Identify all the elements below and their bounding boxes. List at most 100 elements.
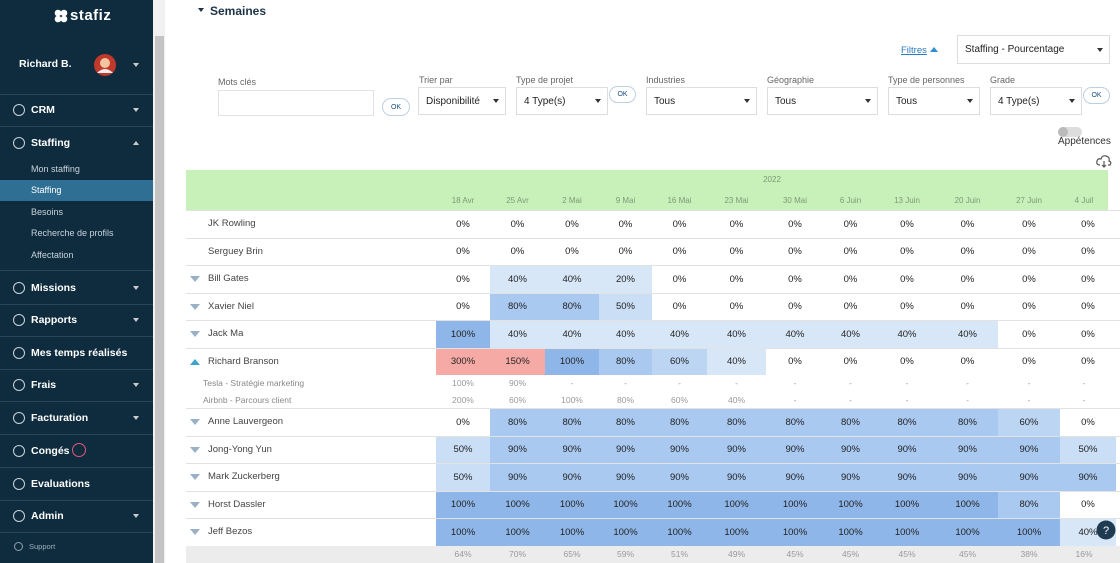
filter-select[interactable]: 4 Type(s) <box>990 87 1082 115</box>
row-toggle[interactable] <box>190 331 200 337</box>
row-toggle[interactable] <box>190 529 200 535</box>
row-toggle[interactable] <box>190 501 200 508</box>
support-link[interactable]: Support <box>29 542 56 551</box>
row-toggle[interactable] <box>190 358 200 365</box>
menu-item[interactable]: Rapports <box>0 304 153 336</box>
menu-caret[interactable] <box>133 108 139 112</box>
row-toggle[interactable] <box>190 446 200 453</box>
menu-item[interactable]: Staffing <box>0 127 153 159</box>
staffing-cell: 20% <box>599 266 652 293</box>
submenu-item[interactable]: Recherche de profils <box>31 228 114 238</box>
menu-item[interactable]: Evaluations <box>0 468 153 500</box>
person-name[interactable]: Anne Lauvergeon <box>208 416 284 428</box>
user-name[interactable]: Richard B. <box>19 58 72 70</box>
menu-caret[interactable] <box>133 416 139 420</box>
staffing-cell: 0% <box>937 266 998 293</box>
staffing-cell: 90% <box>766 464 824 491</box>
menu-item[interactable]: CRM <box>0 94 153 126</box>
filter-label: Trier par <box>419 75 453 85</box>
menu-label[interactable]: Rapports <box>31 314 78 326</box>
submenu-item[interactable]: Mon staffing <box>31 164 80 174</box>
filter-select[interactable]: Tous <box>888 87 980 115</box>
staffing-cell: 80% <box>824 409 877 436</box>
filter-input[interactable] <box>218 90 374 116</box>
staffing-cell: 0% <box>937 211 998 238</box>
person-name[interactable]: Jong-Yong Yun <box>208 443 272 455</box>
filter-select[interactable]: 4 Type(s) <box>516 87 608 115</box>
filters-link[interactable]: Filtres <box>901 45 927 56</box>
filter-select[interactable]: Tous <box>646 87 757 115</box>
menu-label[interactable]: Congés <box>31 445 70 457</box>
menu-label[interactable]: Evaluations <box>31 478 90 490</box>
menu-label[interactable]: Admin <box>31 510 64 522</box>
divider <box>0 532 153 533</box>
staffing-cell: 100% <box>652 519 707 546</box>
ok-button[interactable]: OK <box>1083 87 1110 104</box>
divider <box>0 434 153 435</box>
submenu-item[interactable]: Besoins <box>31 207 64 217</box>
scrollbar-thumb[interactable] <box>155 36 164 563</box>
user-caret[interactable] <box>133 63 139 67</box>
staffing-cell: 80% <box>766 409 824 436</box>
staffing-cell: 90% <box>937 436 998 463</box>
menu-label[interactable]: Missions <box>31 282 76 294</box>
toggle[interactable] <box>1058 127 1082 137</box>
filter-label: Grade <box>990 75 1016 85</box>
row-toggle[interactable] <box>190 303 200 310</box>
menu-caret[interactable] <box>133 514 139 518</box>
help-button[interactable]: ? <box>1096 520 1116 540</box>
person-name[interactable]: Jack Ma <box>208 328 244 340</box>
menu-item[interactable]: Frais <box>0 369 153 401</box>
total-cell: 45% <box>841 549 859 560</box>
divider <box>0 467 153 468</box>
filters-caret[interactable] <box>930 47 938 52</box>
menu-caret[interactable] <box>133 286 139 290</box>
menu-caret[interactable] <box>133 383 139 387</box>
menu-label[interactable]: CRM <box>31 104 55 116</box>
row-toggle[interactable] <box>190 419 200 425</box>
person-name[interactable]: Xavier Niel <box>208 300 254 312</box>
submenu-item[interactable]: Staffing <box>0 179 153 201</box>
menu-item[interactable]: Congés <box>0 435 153 467</box>
staffing-cell: 60% <box>998 409 1060 436</box>
menu-caret[interactable] <box>133 318 139 322</box>
avatar[interactable] <box>93 53 117 77</box>
ok-button[interactable]: OK <box>609 86 636 103</box>
filter-label: Industries <box>646 75 686 85</box>
person-name[interactable]: Horst Dassler <box>208 498 266 510</box>
menu-label[interactable]: Staffing <box>31 137 71 149</box>
menu-label[interactable]: Frais <box>31 379 57 391</box>
menu-item[interactable]: Missions <box>0 272 153 304</box>
staffing-cell: 90% <box>766 436 824 463</box>
submenu-item[interactable]: Affectation <box>31 250 74 260</box>
ok-button[interactable]: OK <box>382 98 410 116</box>
staffing-cell: 100% <box>545 491 599 518</box>
menu-item[interactable]: Admin <box>0 500 153 532</box>
filter-select[interactable]: Disponibilité <box>418 87 506 115</box>
menu-item[interactable]: Facturation <box>0 402 153 434</box>
staffing-cell: 90% <box>490 436 545 463</box>
person-name[interactable]: Jeff Bezos <box>208 526 253 538</box>
person-name[interactable]: Bill Gates <box>208 273 249 285</box>
menu-label[interactable]: Facturation <box>31 412 89 424</box>
menu-caret[interactable] <box>133 141 139 145</box>
section-title[interactable]: Semaines <box>210 4 267 18</box>
toggle-label[interactable]: Appétences <box>1058 136 1111 147</box>
view-select[interactable]: Staffing - Pourcentage <box>957 35 1110 64</box>
info-icon <box>72 443 86 457</box>
total-cell: 38% <box>1020 549 1038 560</box>
filter-select[interactable]: Tous <box>767 87 878 115</box>
staffing-cell: 0% <box>998 266 1060 293</box>
section-caret[interactable] <box>198 8 204 15</box>
person-name[interactable]: Mark Zuckerberg <box>208 471 280 483</box>
week-label: 23 Mai <box>724 195 749 205</box>
menu-item[interactable]: Mes temps réalisés <box>0 337 153 369</box>
download-icon[interactable] <box>1096 155 1112 168</box>
person-name[interactable]: JK Rowling <box>208 218 256 230</box>
divider <box>0 336 153 337</box>
person-name[interactable]: Serguey Brin <box>208 245 263 257</box>
row-toggle[interactable] <box>190 276 200 282</box>
row-toggle[interactable] <box>190 474 200 480</box>
menu-label[interactable]: Mes temps réalisés <box>31 347 128 359</box>
person-name[interactable]: Richard Branson <box>208 355 279 367</box>
